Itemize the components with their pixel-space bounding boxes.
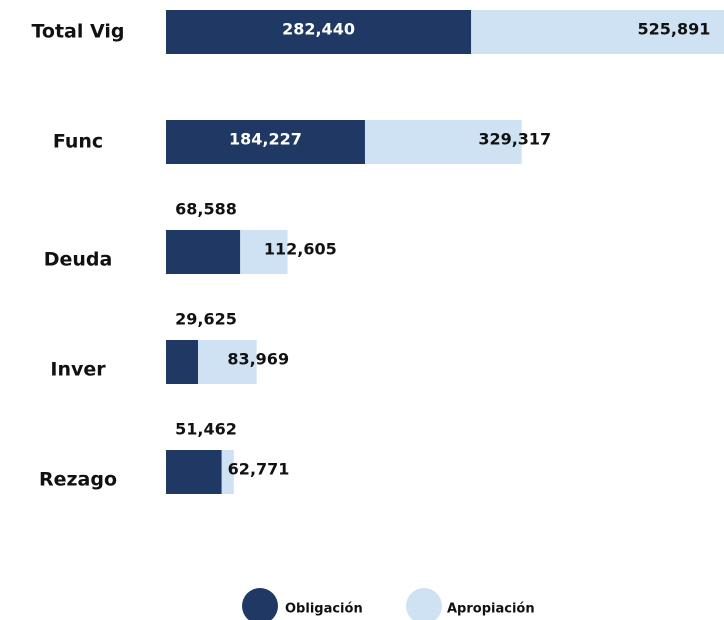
legend-swatch xyxy=(406,588,442,620)
bar xyxy=(166,10,472,54)
category-label: Func xyxy=(53,131,103,153)
category-label: Rezago xyxy=(39,469,117,491)
category-label: Inver xyxy=(50,359,106,381)
value-label: 112,605 xyxy=(264,240,337,259)
bar xyxy=(166,120,365,164)
category-label: Deuda xyxy=(44,249,113,271)
value-label: 51,462 xyxy=(175,420,237,439)
value-label: 525,891 xyxy=(637,20,710,39)
bar xyxy=(166,450,222,494)
bar xyxy=(166,340,198,384)
legend-label: Apropiación xyxy=(447,602,535,617)
value-label: 29,625 xyxy=(175,310,237,329)
value-label: 282,440 xyxy=(282,20,355,39)
value-label: 83,969 xyxy=(227,350,289,369)
legend-label: Obligación xyxy=(285,602,363,617)
value-label: 62,771 xyxy=(228,460,290,479)
bar xyxy=(166,230,241,274)
category-label: Total Vig xyxy=(31,21,124,43)
value-label: 68,588 xyxy=(175,200,237,219)
value-label: 184,227 xyxy=(229,130,302,149)
legend-swatch xyxy=(242,588,278,620)
value-label: 329,317 xyxy=(478,130,551,149)
